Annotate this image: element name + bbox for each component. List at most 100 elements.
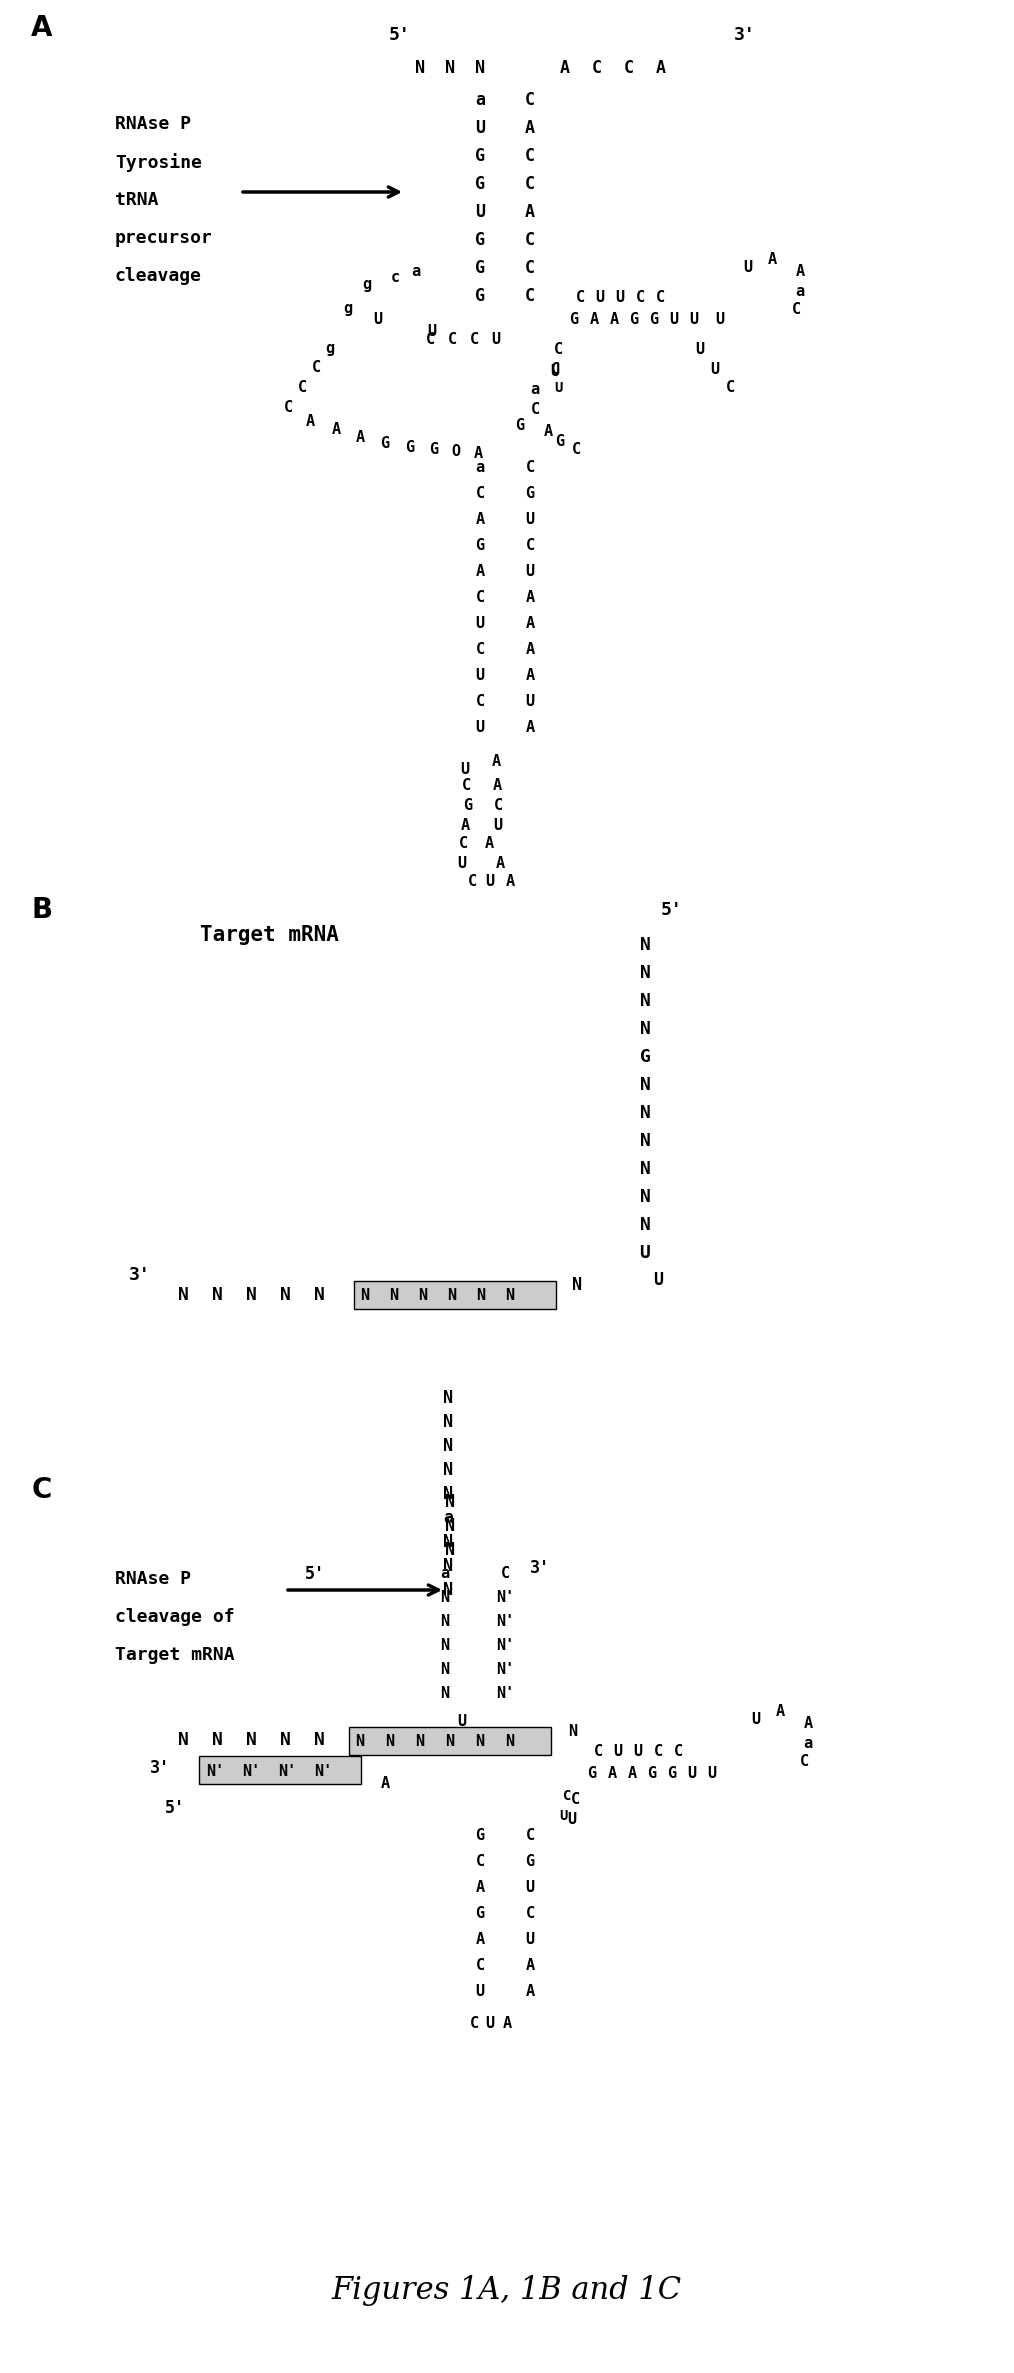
Text: C: C	[554, 342, 563, 358]
Text: N: N	[640, 1132, 650, 1151]
Text: U: U	[457, 1716, 466, 1730]
Text: tRNA: tRNA	[115, 190, 158, 209]
Text: U: U	[428, 325, 437, 339]
Text: N': N'	[206, 1763, 224, 1777]
Text: U: U	[559, 1808, 567, 1822]
Text: N: N	[440, 1614, 449, 1630]
Text: N: N	[313, 1286, 324, 1305]
Text: N: N	[356, 1735, 365, 1749]
Text: A: A	[525, 119, 535, 138]
Text: C: C	[458, 838, 467, 852]
Text: C: C	[501, 1566, 510, 1580]
Text: N: N	[212, 1730, 222, 1749]
Text: C: C	[525, 230, 535, 249]
Text: N: N	[640, 935, 650, 954]
Text: N: N	[447, 1289, 456, 1303]
Text: C: C	[572, 441, 581, 458]
Text: N: N	[280, 1286, 290, 1305]
Text: U: U	[525, 565, 534, 579]
Text: N: N	[476, 1735, 485, 1749]
Text: G: G	[430, 441, 439, 458]
Text: A: A	[656, 59, 666, 76]
Text: N: N	[640, 1075, 650, 1094]
Text: N: N	[419, 1289, 428, 1303]
Text: N: N	[443, 1557, 453, 1576]
Text: N: N	[640, 1103, 650, 1122]
Text: U: U	[476, 669, 485, 683]
Text: G: G	[649, 313, 658, 327]
Text: N: N	[640, 992, 650, 1011]
Text: N: N	[640, 1160, 650, 1177]
Text: g: g	[362, 278, 371, 292]
Text: N: N	[440, 1637, 449, 1654]
Text: C: C	[525, 259, 535, 278]
Text: a: a	[412, 263, 421, 280]
Text: A: A	[525, 617, 534, 631]
Text: a: a	[443, 1509, 453, 1526]
Text: A: A	[544, 425, 553, 439]
Text: G: G	[647, 1766, 656, 1782]
Text: G: G	[640, 1049, 650, 1065]
Text: N': N'	[496, 1614, 514, 1630]
Text: A: A	[525, 721, 534, 736]
Text: a: a	[803, 1737, 812, 1751]
Text: U: U	[486, 876, 495, 890]
Text: N': N'	[496, 1663, 514, 1678]
Text: A: A	[525, 1984, 534, 1998]
Text: N: N	[415, 59, 425, 76]
Text: A: A	[476, 513, 485, 527]
Text: A: A	[525, 669, 534, 683]
Text: B: B	[31, 897, 53, 923]
FancyBboxPatch shape	[349, 1728, 551, 1756]
Text: N: N	[640, 963, 650, 982]
Text: N': N'	[496, 1687, 514, 1701]
Text: N: N	[177, 1730, 189, 1749]
Text: A: A	[768, 252, 777, 268]
Text: C: C	[476, 591, 485, 605]
Text: A: A	[476, 565, 485, 579]
Text: N: N	[245, 1730, 257, 1749]
Text: N: N	[212, 1286, 222, 1305]
Text: G: G	[556, 434, 565, 448]
Text: U: U	[716, 313, 725, 327]
Text: Target mRNA: Target mRNA	[200, 925, 339, 944]
Text: N: N	[443, 1438, 453, 1455]
Text: U: U	[494, 819, 503, 833]
Text: A: A	[607, 1766, 617, 1782]
FancyBboxPatch shape	[199, 1756, 361, 1784]
Text: N: N	[477, 1289, 486, 1303]
Text: N: N	[385, 1735, 394, 1749]
Text: A: A	[332, 422, 341, 437]
Text: C: C	[525, 1906, 534, 1920]
Text: U: U	[475, 119, 485, 138]
Text: G: G	[515, 418, 524, 432]
Text: C: C	[297, 380, 306, 396]
Text: C: C	[525, 90, 535, 109]
Text: C: C	[469, 2017, 479, 2031]
Text: N: N	[572, 1277, 582, 1293]
Text: cleavage of: cleavage of	[115, 1609, 234, 1626]
Text: N: N	[445, 1735, 454, 1749]
Text: 5': 5'	[305, 1566, 325, 1583]
Text: A: A	[496, 857, 505, 871]
Text: N: N	[440, 1663, 449, 1678]
Text: g: g	[325, 339, 335, 356]
Text: G: G	[476, 1827, 485, 1841]
Text: A: A	[503, 2017, 511, 2031]
Text: C: C	[792, 301, 801, 318]
Text: N': N'	[496, 1590, 514, 1607]
Text: U: U	[687, 1766, 697, 1782]
Text: G: G	[476, 1906, 485, 1920]
Text: G: G	[587, 1766, 596, 1782]
Text: C: C	[592, 59, 602, 76]
Text: C: C	[461, 778, 470, 793]
Text: N: N	[445, 59, 455, 76]
Text: N: N	[640, 1215, 650, 1234]
Text: U: U	[634, 1744, 643, 1758]
Text: N: N	[445, 1493, 455, 1512]
Text: A: A	[609, 313, 619, 327]
Text: N: N	[245, 1286, 257, 1305]
Text: N: N	[475, 59, 485, 76]
Text: U: U	[613, 1744, 623, 1758]
Text: precursor: precursor	[115, 230, 213, 247]
